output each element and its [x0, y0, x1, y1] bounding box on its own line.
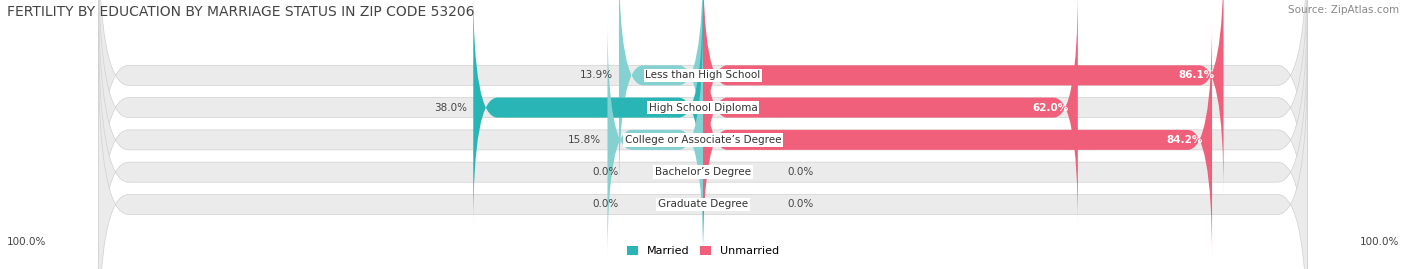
Text: Graduate Degree: Graduate Degree — [658, 199, 748, 210]
Text: High School Diploma: High School Diploma — [648, 102, 758, 113]
Text: 13.9%: 13.9% — [579, 70, 613, 80]
Text: 0.0%: 0.0% — [787, 199, 814, 210]
FancyBboxPatch shape — [98, 21, 1308, 269]
Text: 100.0%: 100.0% — [1360, 237, 1399, 247]
FancyBboxPatch shape — [703, 21, 1212, 259]
Text: Less than High School: Less than High School — [645, 70, 761, 80]
Text: FERTILITY BY EDUCATION BY MARRIAGE STATUS IN ZIP CODE 53206: FERTILITY BY EDUCATION BY MARRIAGE STATU… — [7, 5, 475, 19]
FancyBboxPatch shape — [703, 0, 1078, 227]
FancyBboxPatch shape — [703, 0, 1223, 194]
Text: Source: ZipAtlas.com: Source: ZipAtlas.com — [1288, 5, 1399, 15]
Text: College or Associate’s Degree: College or Associate’s Degree — [624, 135, 782, 145]
Legend: Married, Unmarried: Married, Unmarried — [621, 241, 785, 261]
Text: 62.0%: 62.0% — [1032, 102, 1069, 113]
FancyBboxPatch shape — [98, 0, 1308, 259]
Text: 0.0%: 0.0% — [787, 167, 814, 177]
FancyBboxPatch shape — [607, 21, 703, 259]
Text: 84.2%: 84.2% — [1167, 135, 1204, 145]
Text: 0.0%: 0.0% — [592, 199, 619, 210]
FancyBboxPatch shape — [474, 0, 703, 227]
Text: 100.0%: 100.0% — [7, 237, 46, 247]
Text: 0.0%: 0.0% — [592, 167, 619, 177]
FancyBboxPatch shape — [619, 0, 703, 194]
FancyBboxPatch shape — [98, 53, 1308, 269]
FancyBboxPatch shape — [98, 0, 1308, 269]
Text: Bachelor’s Degree: Bachelor’s Degree — [655, 167, 751, 177]
Text: 86.1%: 86.1% — [1178, 70, 1215, 80]
Text: 38.0%: 38.0% — [434, 102, 467, 113]
FancyBboxPatch shape — [98, 0, 1308, 227]
Text: 15.8%: 15.8% — [568, 135, 602, 145]
